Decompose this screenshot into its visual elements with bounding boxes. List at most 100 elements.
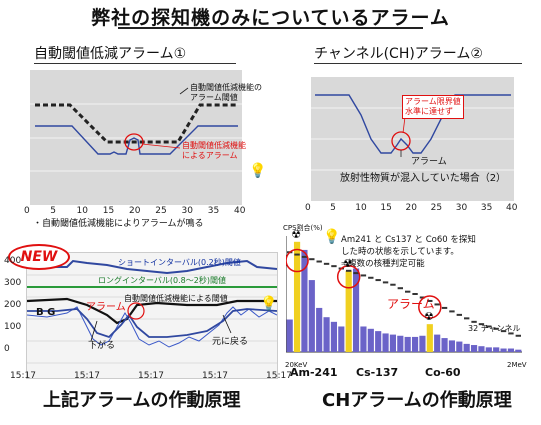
cps-alarm-label: アラーム xyxy=(387,297,435,311)
left-top-signal-curve xyxy=(35,125,238,155)
left-bottom-caption: 上記アラームの作動原理 xyxy=(43,390,241,411)
left-bottom-y-tick-2: 200 xyxy=(4,300,22,310)
legend-short-interval: ショートインターバル(0.2秒)閾値 xyxy=(118,258,241,267)
left-bottom-alarm-circle xyxy=(127,302,145,320)
isotope-co60: Co-60 xyxy=(425,366,461,379)
left-bottom-signal-long xyxy=(27,308,278,339)
left-top-x-ticks: 0 5 10 15 20 25 30 35 40 xyxy=(24,206,248,218)
left-top-x-tick-1: 5 xyxy=(50,206,56,216)
right-top-plot-svg xyxy=(311,94,514,171)
left-bottom-y-tick-3: 100 xyxy=(4,322,22,332)
left-bottom-grid xyxy=(27,274,277,364)
left-top-x-tick-8: 40 xyxy=(234,206,246,216)
left-top-plot-svg xyxy=(30,87,242,172)
right-top-x-tick-0: 0 xyxy=(305,203,311,213)
title-underline xyxy=(118,27,423,29)
left-top-threshold-label: 自動閾値低減機能の アラーム閾値 xyxy=(190,83,262,103)
left-top-heading-underline xyxy=(34,63,236,64)
left-top-x-tick-4: 20 xyxy=(129,206,141,216)
left-top-x-tick-0: 0 xyxy=(24,206,30,216)
right-top-x-tick-4: 20 xyxy=(405,203,417,213)
bar-channel-9 xyxy=(345,270,352,352)
left-top-x-tick-5: 25 xyxy=(155,206,167,216)
right-top-x-tick-6: 30 xyxy=(455,203,468,213)
right-top-x-ticks: 0 5 10 15 20 25 30 35 40 xyxy=(305,203,520,215)
bar-channel-31 xyxy=(507,348,515,352)
right-top-x-tick-7: 35 xyxy=(480,203,493,213)
left-top-threshold-text: 自動閾値低減機能の アラーム閾値 xyxy=(190,83,262,102)
bar-channel-12 xyxy=(367,328,374,352)
right-top-limit-text: アラーム限界値 水準に達せず xyxy=(405,97,461,116)
x-min-label: 20KeV xyxy=(285,361,308,369)
radiation-icon-2: ☢ xyxy=(343,257,353,270)
bar-channel-29 xyxy=(493,347,500,352)
left-bottom-short-threshold xyxy=(27,259,278,275)
bar-channel-2 xyxy=(293,241,301,352)
cps-note: Am241 と Cs137 と Co60 を探知 した時の状態を示しています。 … xyxy=(341,235,476,269)
right-top-limit-label: アラーム限界値 水準に達せず xyxy=(402,95,464,119)
right-top-x-tick-3: 15 xyxy=(380,203,392,213)
alarm-circle-2 xyxy=(336,265,361,289)
right-top-heading: チャンネル(CH)アラーム② xyxy=(314,46,483,62)
alarm-circle-1 xyxy=(286,248,309,273)
lightbulb-icon-2: 💡 xyxy=(260,296,278,312)
left-top-alarm-text: 自動閾値低減機能 によるアラーム xyxy=(182,141,246,160)
right-top-x-tick-5: 25 xyxy=(430,203,443,213)
bar-channel-16 xyxy=(397,335,404,352)
radiation-icon-3: ☢ xyxy=(424,310,434,323)
isotope-am241: Am-241 xyxy=(290,366,338,379)
bar-channel-3 xyxy=(301,249,308,352)
down-label: 下がる xyxy=(88,341,116,351)
left-bottom-x-tick-2: 15:17 xyxy=(138,371,164,381)
bar-channel-28 xyxy=(485,347,492,352)
bar-channel-30 xyxy=(500,348,507,352)
left-bottom-y-tick-4: 0 xyxy=(4,344,10,354)
left-top-note: ・自動閾値低減機能によりアラームが鳴る xyxy=(33,219,204,229)
right-bottom-caption: CHアラームの作動原理 xyxy=(322,390,512,411)
lightbulb-icon: 💡 xyxy=(249,163,267,179)
right-top-signal-curve xyxy=(315,94,511,154)
left-bottom-signal-short xyxy=(26,306,278,348)
left-bottom-y-ticks: 400 300 200 100 0 xyxy=(4,256,24,374)
left-top-alarm-circle xyxy=(124,133,144,151)
left-top-alarm-leader xyxy=(141,143,181,149)
left-bottom-auto-threshold xyxy=(26,297,277,325)
right-top-case-label: 放射性物質が混入していた場合（2） xyxy=(340,173,507,184)
new-badge: NEW xyxy=(8,244,70,270)
bar-channel-6 xyxy=(323,317,330,352)
bar-channel-11 xyxy=(360,326,367,352)
background-label: B G xyxy=(36,307,56,318)
left-top-heading: 自動閾値低減アラーム① xyxy=(34,46,187,62)
cps-bar-chart: ☢ ☢ ☢ xyxy=(286,228,522,353)
left-bottom-x-tick-1: 15:17 xyxy=(74,371,100,381)
right-top-alarm-label: アラーム xyxy=(411,157,447,167)
left-bottom-back-arrow xyxy=(222,314,232,334)
back-label: 元に戻る xyxy=(212,337,249,347)
left-top-alarm-label: 自動閾値低減機能 によるアラーム xyxy=(182,141,246,161)
bar-channel-24 xyxy=(456,341,463,352)
left-top-plot xyxy=(30,70,242,205)
bar-channel-18 xyxy=(411,336,419,352)
bar-channel-5 xyxy=(316,307,323,352)
right-top-limit-leader xyxy=(402,116,406,134)
right-top-x-tick-2: 10 xyxy=(355,203,367,213)
bar-channel-25 xyxy=(463,343,470,352)
left-top-x-tick-3: 15 xyxy=(102,206,115,216)
bar-channel-23 xyxy=(448,340,456,352)
bar-channel-14 xyxy=(382,333,389,352)
bar-channel-7 xyxy=(330,321,338,352)
left-bottom-y-tick-1: 300 xyxy=(4,278,22,288)
bar-channel-17 xyxy=(404,336,411,352)
isotope-cs137: Cs-137 xyxy=(356,366,399,379)
channel-count-label: 32 チャンネル xyxy=(468,324,521,333)
bar-channel-32 xyxy=(515,349,522,352)
left-bottom-x-tick-4: 15:17 xyxy=(266,371,292,381)
left-top-x-tick-2: 10 xyxy=(76,206,88,216)
left-bottom-plot-svg xyxy=(26,259,278,364)
legend-long-interval: ロングインターバル(0.8～2秒)閾値 xyxy=(98,276,226,285)
left-bottom-x-tick-3: 15:17 xyxy=(202,371,228,381)
lightbulb-icon-3: 💡 xyxy=(323,229,341,245)
bar-channel-4 xyxy=(308,280,315,352)
right-top-alarm-circle xyxy=(391,131,411,151)
bar-channel-13 xyxy=(375,331,382,352)
